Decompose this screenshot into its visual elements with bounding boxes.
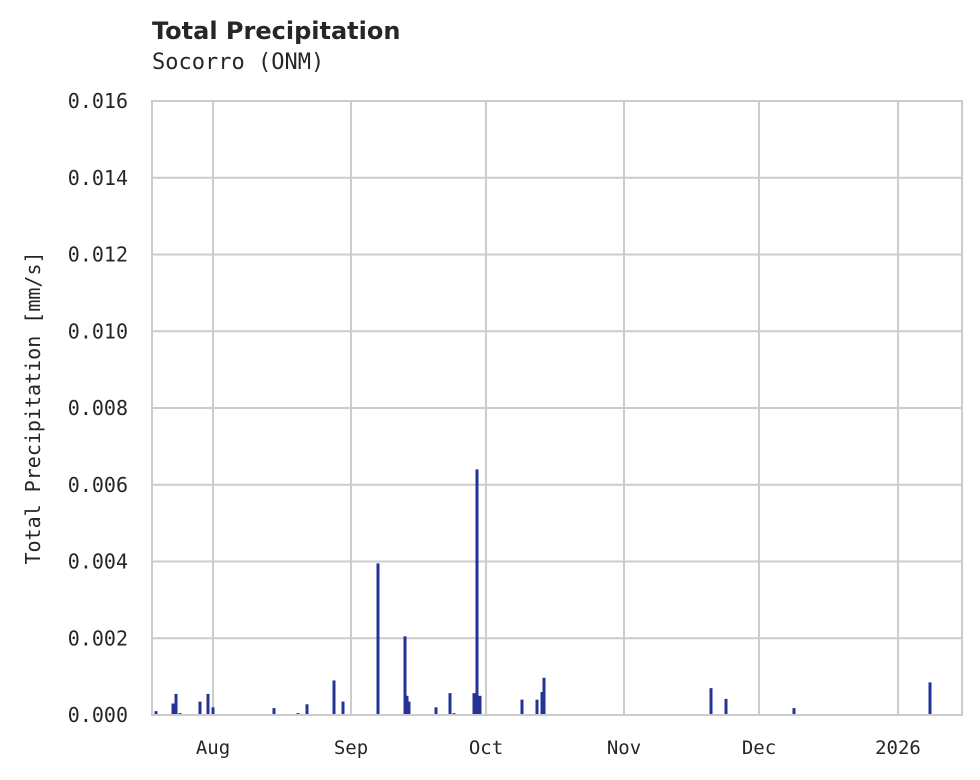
y-tick-label: 0.016: [68, 89, 128, 113]
precip-bar: [174, 693, 178, 715]
precip-bar: [206, 693, 210, 715]
y-tick-label: 0.002: [68, 626, 128, 650]
precip-bar: [198, 701, 202, 715]
precip-bar: [305, 704, 309, 715]
y-tick-label: 0.004: [68, 550, 128, 574]
precip-bar: [792, 708, 796, 715]
chart-subtitle: Socorro (ONM): [152, 50, 325, 75]
precip-bar: [928, 682, 932, 715]
precip-bar: [332, 680, 336, 715]
x-axis-ticks: Aug Sep Oct Nov Dec 2026: [196, 737, 921, 759]
precip-bar: [272, 708, 276, 715]
y-axis-label: Total Precipitation [mm/s]: [21, 251, 45, 564]
x-tick-label: Aug: [196, 737, 230, 759]
precip-bar: [405, 695, 409, 715]
precip-bar: [154, 711, 158, 715]
precip-bar: [542, 677, 546, 715]
precip-bar: [540, 691, 544, 715]
precip-bar: [709, 688, 713, 715]
x-tick-label: Sep: [334, 737, 368, 759]
precip-bar: [448, 693, 452, 715]
precip-bar: [520, 699, 524, 715]
gridlines: [152, 100, 962, 716]
precip-bar: [171, 703, 175, 715]
precip-bar: [407, 701, 411, 715]
y-tick-label: 0.000: [68, 703, 128, 727]
y-tick-label: 0.014: [68, 166, 128, 190]
precip-bar: [475, 469, 479, 715]
y-axis-ticks: 0.000 0.002 0.004 0.006 0.008 0.010 0.012 0.014…: [68, 89, 128, 727]
precip-bar: [403, 636, 407, 715]
chart-title: Total Precipitation: [152, 17, 401, 45]
x-tick-label: Dec: [742, 737, 776, 759]
y-tick-label: 0.012: [68, 243, 128, 267]
precip-bar: [376, 563, 380, 715]
y-tick-label: 0.010: [68, 319, 128, 343]
precip-bar: [724, 698, 728, 715]
bars: [154, 469, 932, 715]
y-tick-label: 0.006: [68, 473, 128, 497]
precip-bar: [211, 707, 215, 715]
precip-bar: [434, 707, 438, 715]
precip-bar: [472, 693, 476, 715]
y-tick-label: 0.008: [68, 396, 128, 420]
precip-bar: [478, 695, 482, 715]
precip-bar: [535, 699, 539, 715]
plot-frame: [151, 100, 963, 716]
precip-bar: [341, 701, 345, 715]
x-tick-label: Oct: [469, 737, 503, 759]
x-tick-label: Nov: [607, 737, 641, 759]
x-tick-label: 2026: [875, 737, 921, 759]
